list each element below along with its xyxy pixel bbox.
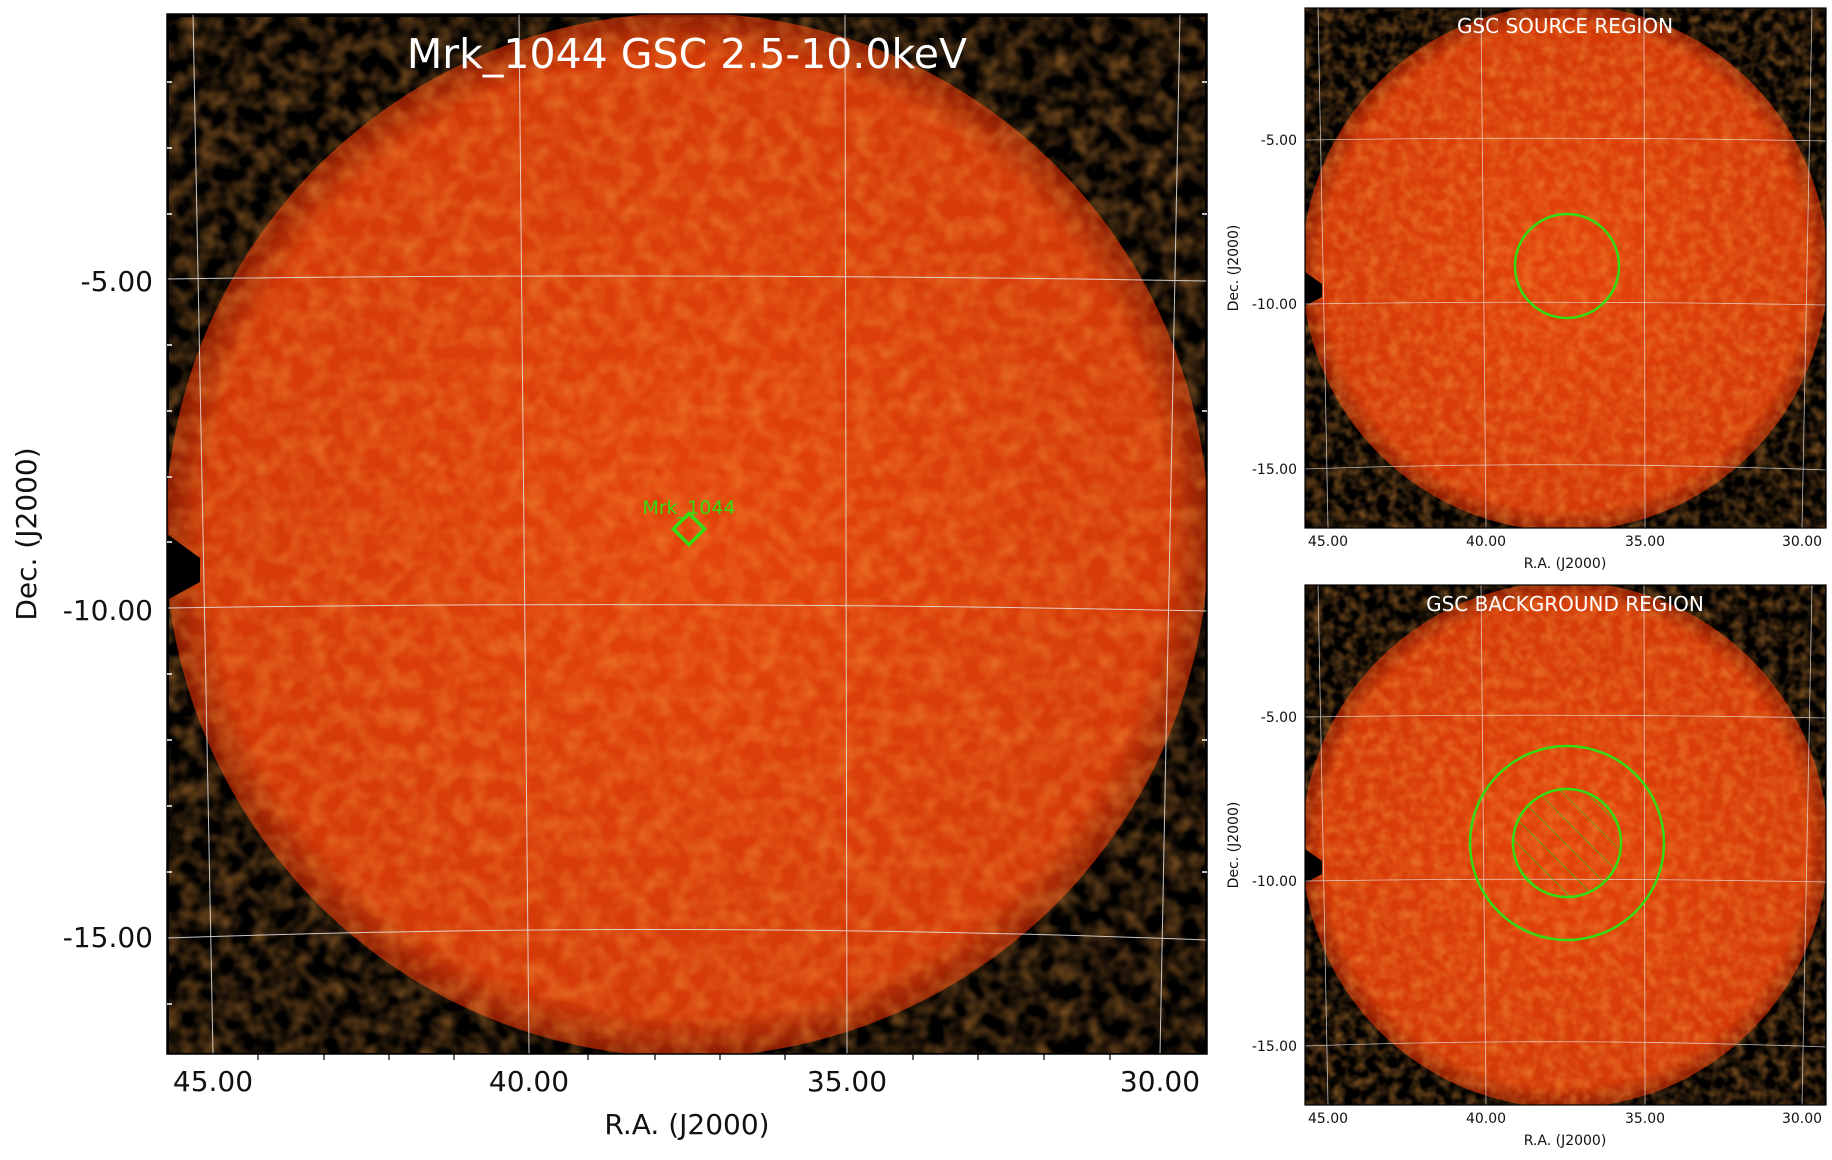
source-xtick-label: 35.00 xyxy=(1625,534,1665,550)
background-plot-frame xyxy=(1304,584,1827,1106)
source-ytick-label: -5.00 xyxy=(1261,133,1297,149)
background-ylabel: Dec. (J2000) xyxy=(1226,802,1242,889)
background-xtick-label: 35.00 xyxy=(1625,1111,1665,1127)
main-ytick-label: -15.00 xyxy=(63,921,153,954)
main-ytick-label: -10.00 xyxy=(63,594,153,627)
background-ytick-label: -15.00 xyxy=(1252,1039,1297,1055)
background-ytick-label: -5.00 xyxy=(1261,710,1297,726)
main-xtick-label: 45.00 xyxy=(173,1065,253,1098)
main-ytick-label: -5.00 xyxy=(81,265,153,298)
background-excluded-hatched-circle xyxy=(1511,787,1623,899)
main-title: Mrk_1044 GSC 2.5-10.0keV xyxy=(407,30,967,78)
background-xtick-label: 40.00 xyxy=(1466,1111,1506,1127)
source-region-panel: GSC SOURCE REGION -5.00 -10.00 -15.00 45… xyxy=(1226,7,1827,572)
source-ytick-label: -15.00 xyxy=(1252,462,1297,478)
background-region-panel: GSC BACKGROUND REGION -5.00 -10.00 -15.0… xyxy=(1226,584,1827,1149)
source-xlabel: R.A. (J2000) xyxy=(1524,556,1607,572)
main-ylabel: Dec. (J2000) xyxy=(10,447,43,620)
main-xtick-label: 40.00 xyxy=(489,1065,569,1098)
source-plot-frame xyxy=(1304,7,1827,529)
source-panel-title: GSC SOURCE REGION xyxy=(1457,14,1673,38)
main-bottom-minor-ticks xyxy=(257,1054,1111,1060)
main-xtick-label: 30.00 xyxy=(1120,1065,1200,1098)
source-ylabel: Dec. (J2000) xyxy=(1226,225,1242,312)
background-annulus-outer-circle xyxy=(1468,744,1666,942)
background-xtick-label: 30.00 xyxy=(1782,1111,1822,1127)
source-diamond-marker xyxy=(670,510,708,548)
background-xtick-label: 45.00 xyxy=(1308,1111,1348,1127)
background-panel-title: GSC BACKGROUND REGION xyxy=(1426,592,1704,616)
main-xtick-label: 35.00 xyxy=(807,1065,887,1098)
source-ytick-label: -10.00 xyxy=(1252,297,1297,313)
source-xtick-label: 40.00 xyxy=(1466,534,1506,550)
background-ytick-label: -10.00 xyxy=(1252,874,1297,890)
main-xlabel: R.A. (J2000) xyxy=(604,1108,769,1141)
main-plot-frame xyxy=(166,13,1208,1055)
main-coordinate-grid xyxy=(167,14,1207,1054)
background-coordinate-grid xyxy=(1305,585,1826,1105)
source-coordinate-grid xyxy=(1305,8,1826,528)
source-extraction-circle xyxy=(1513,212,1621,320)
main-panel: Mrk_1044 GSC 2.5-10.0keV Mrk_1044 -5.00 … xyxy=(10,13,1208,1141)
background-xlabel: R.A. (J2000) xyxy=(1524,1133,1607,1149)
main-detector-notch xyxy=(167,534,200,600)
main-minor-ticks xyxy=(167,81,1207,1005)
source-label: Mrk_1044 xyxy=(642,497,735,519)
source-xtick-label: 45.00 xyxy=(1308,534,1348,550)
source-xtick-label: 30.00 xyxy=(1782,534,1822,550)
